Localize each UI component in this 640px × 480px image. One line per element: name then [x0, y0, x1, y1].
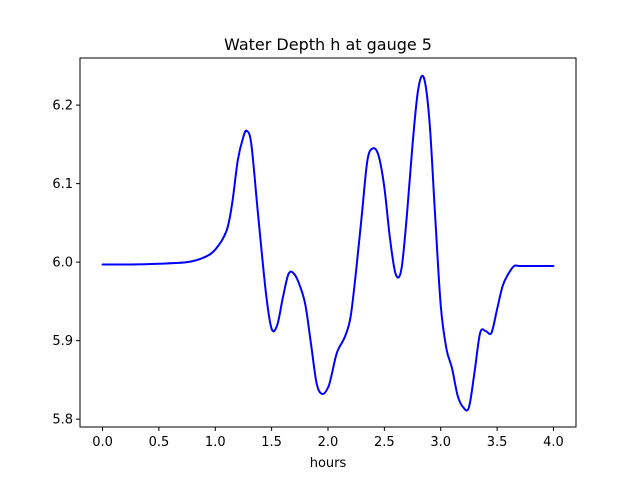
x-axis: 0.0 0.5 1.0 1.5 2.0 2.5 3.0 3.5 4.0 [92, 427, 564, 450]
x-tick-label: 4.0 [543, 435, 564, 450]
x-axis-label: hours [310, 456, 347, 471]
plot-frame [79, 57, 577, 428]
y-tick-label: 5.8 [52, 413, 73, 428]
y-tick-label: 6.1 [52, 177, 73, 192]
y-tick-label: 6.2 [52, 99, 73, 114]
y-tick-label: 5.9 [52, 334, 73, 349]
x-tick-label: 0.0 [92, 435, 113, 450]
x-tick-label: 0.5 [149, 435, 170, 450]
x-tick-label: 1.0 [205, 435, 226, 450]
x-tick-label: 1.5 [261, 435, 282, 450]
x-tick-label: 3.0 [430, 435, 451, 450]
series-line-0 [101, 74, 555, 412]
x-tick-label: 2.0 [318, 435, 339, 450]
x-tick-label: 3.5 [487, 435, 508, 450]
y-tick-label: 6.0 [52, 256, 73, 271]
x-tick-label: 2.5 [374, 435, 395, 450]
y-axis: 5.8 5.9 6.0 6.1 6.2 [52, 99, 80, 428]
chart-title: Water Depth h at gauge 5 [224, 35, 432, 54]
